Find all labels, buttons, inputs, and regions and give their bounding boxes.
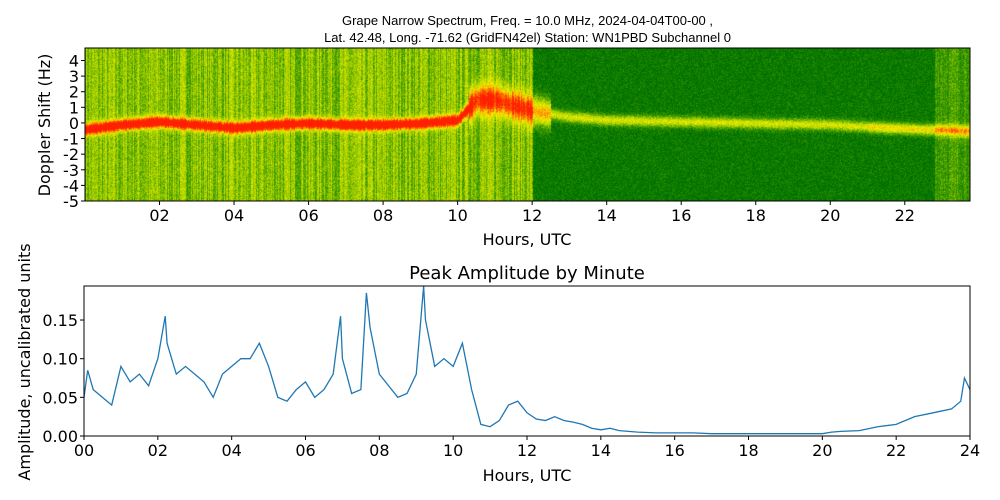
y-axis-label: Doppler Shift (Hz) [35, 54, 54, 197]
y-tick-label: 2 [69, 83, 79, 102]
x-tick-label: 18 [738, 441, 758, 460]
spectrogram-title-line1: Grape Narrow Spectrum, Freq. = 10.0 MHz,… [341, 13, 714, 28]
y-tick-label: 0.05 [42, 388, 78, 407]
x-tick-label: 14 [597, 206, 617, 225]
x-tick-label: 08 [369, 441, 389, 460]
x-axis-label: Hours, UTC [483, 230, 572, 249]
spectrogram-title-line2: Lat. 42.48, Long. -71.62 (GridFN42el) St… [324, 30, 731, 45]
y-tick-label: 3 [69, 67, 79, 86]
x-tick-label: 06 [298, 206, 318, 225]
x-tick-label: 14 [591, 441, 611, 460]
x-tick-label: 22 [886, 441, 906, 460]
x-tick-label: 16 [671, 206, 691, 225]
y-axis-label: Amplitude, uncalibrated units [15, 243, 34, 480]
x-tick-label: 20 [812, 441, 832, 460]
x-tick-label: 18 [746, 206, 766, 225]
x-tick-label: 00 [74, 441, 94, 460]
x-tick-label: 10 [447, 206, 467, 225]
y-tick-label: 0.10 [42, 350, 78, 369]
x-tick-label: 02 [149, 206, 169, 225]
amplitude-title: Peak Amplitude by Minute [409, 263, 645, 284]
x-tick-label: 02 [148, 441, 168, 460]
x-tick-label: 06 [295, 441, 315, 460]
x-tick-label: 12 [517, 441, 537, 460]
spectrogram-frame [84, 47, 971, 202]
y-tick-label: -3 [63, 161, 79, 180]
x-axis-label: Hours, UTC [483, 466, 572, 485]
x-tick-label: 04 [221, 441, 241, 460]
y-tick-label: -2 [63, 145, 79, 164]
y-tick-label: -4 [63, 176, 79, 195]
x-tick-label: 20 [820, 206, 840, 225]
y-tick-label: 1 [69, 98, 79, 117]
x-tick-label: 12 [522, 206, 542, 225]
x-tick-label: 24 [960, 441, 980, 460]
x-tick-label: 04 [224, 206, 244, 225]
x-tick-label: 16 [664, 441, 684, 460]
y-tick-label: -5 [63, 192, 79, 211]
spectrogram-image [85, 48, 970, 201]
amplitude-series-line [83, 285, 971, 435]
x-tick-label: 10 [443, 441, 463, 460]
y-tick-label: 0.15 [42, 311, 78, 330]
y-tick-label: 0.00 [42, 427, 78, 446]
y-tick-label: -1 [63, 130, 79, 149]
x-tick-label: 22 [895, 206, 915, 225]
y-tick-label: 4 [69, 51, 79, 70]
x-tick-label: 08 [373, 206, 393, 225]
y-tick-label: 0 [69, 114, 79, 133]
